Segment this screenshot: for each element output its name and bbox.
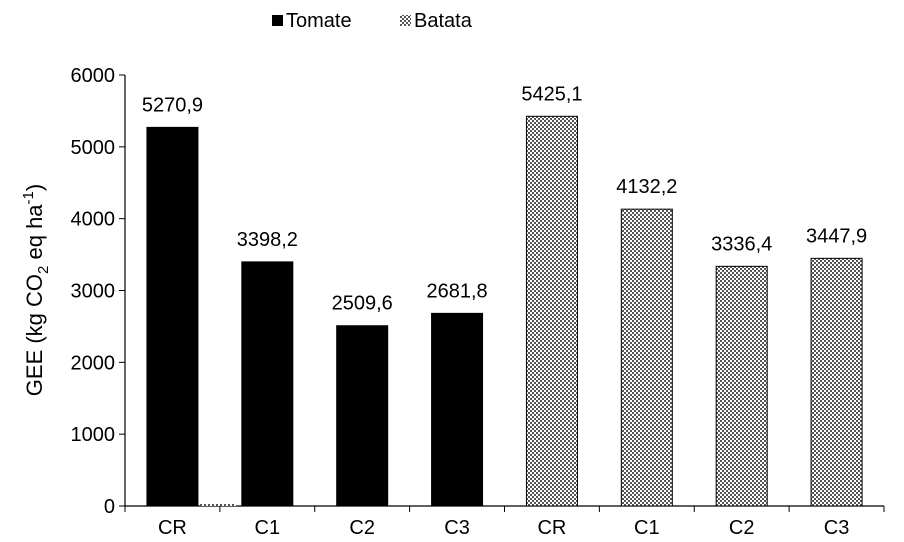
legend-swatch-batata bbox=[400, 15, 411, 26]
legend-swatch-tomate bbox=[272, 15, 283, 26]
y-axis-title: GEE (kg CO2 eq ha-1) bbox=[20, 184, 52, 396]
data-label-batata: 3336,4 bbox=[711, 233, 772, 255]
x-tick-label: C2 bbox=[349, 517, 375, 539]
bar-tomate bbox=[146, 126, 199, 507]
y-tick-label: 3000 bbox=[71, 281, 116, 303]
bar-batata bbox=[199, 504, 236, 506]
x-tick-label: CR bbox=[158, 517, 187, 539]
y-tick-label: 0 bbox=[104, 496, 115, 518]
x-tick-label: CR bbox=[537, 517, 566, 539]
y-tick-label: 6000 bbox=[71, 65, 116, 87]
data-label-batata: 4132,2 bbox=[616, 176, 677, 198]
bar-batata bbox=[810, 257, 863, 507]
legend-label-batata: Batata bbox=[414, 10, 473, 32]
data-label-tomate: 5270,9 bbox=[142, 94, 203, 116]
x-tick-label: C3 bbox=[824, 517, 850, 539]
bar-batata bbox=[525, 115, 578, 507]
bar-tomate bbox=[241, 261, 294, 507]
x-tick-label: C1 bbox=[255, 517, 281, 539]
bar-batata bbox=[715, 265, 768, 507]
axes: 0 1000 2000 3000 4000 5000 6000 bbox=[71, 65, 885, 518]
data-label-tomate: 2509,6 bbox=[332, 293, 393, 315]
x-tick-labels: CR C1 C2 C3 CR C1 C2 C3 bbox=[158, 517, 849, 539]
legend: Tomate Batata bbox=[272, 10, 473, 32]
data-label-batata: 3447,9 bbox=[806, 225, 867, 247]
data-label-batata: 5425,1 bbox=[521, 83, 582, 105]
bar-batata bbox=[620, 208, 673, 507]
data-label-tomate: 3398,2 bbox=[237, 229, 298, 251]
y-tick-label: 1000 bbox=[71, 424, 116, 446]
x-tick-label: C1 bbox=[634, 517, 660, 539]
data-labels: 5270,9 3398,2 2509,6 2681,8 5425,1 4132,2 3336… bbox=[142, 83, 867, 314]
data-label-tomate: 2681,8 bbox=[426, 280, 487, 302]
bars bbox=[146, 115, 863, 507]
y-tick-label: 4000 bbox=[71, 209, 116, 231]
y-tick-label: 2000 bbox=[71, 352, 116, 374]
x-tick-label: C2 bbox=[729, 517, 755, 539]
legend-label-tomate: Tomate bbox=[286, 10, 352, 32]
bar-tomate bbox=[336, 325, 389, 507]
x-tick-label: C3 bbox=[444, 517, 470, 539]
y-tick-label: 5000 bbox=[71, 137, 116, 159]
bar-tomate bbox=[431, 312, 484, 507]
